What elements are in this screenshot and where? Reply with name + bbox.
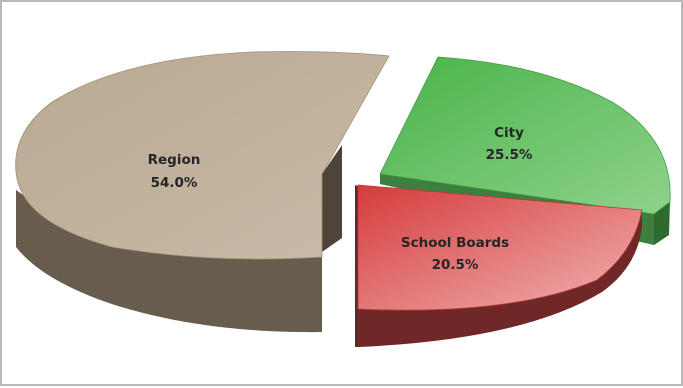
slice-percent-region: 54.0%: [151, 175, 198, 191]
slice-percent-city: 25.5%: [486, 147, 533, 163]
slice-region-face: [15, 51, 390, 260]
pie-slice-school-boards: School Boards 20.5%: [355, 184, 643, 347]
slice-label-region: Region: [148, 152, 201, 168]
slice-school-face: [357, 184, 643, 311]
slice-city-face: [379, 56, 671, 215]
slice-label-city: City: [494, 125, 524, 141]
slice-school-side-front: [358, 210, 642, 347]
slice-city-side-right: [654, 202, 670, 245]
slice-percent-school-boards: 20.5%: [432, 257, 479, 273]
slice-region-side: [16, 190, 322, 333]
slice-region-inner-side: [322, 145, 342, 252]
pie-slice-region: Region 54.0%: [15, 51, 390, 333]
pie-slice-city: City 25.5%: [379, 56, 671, 245]
slice-label-school-boards: School Boards: [401, 235, 509, 251]
